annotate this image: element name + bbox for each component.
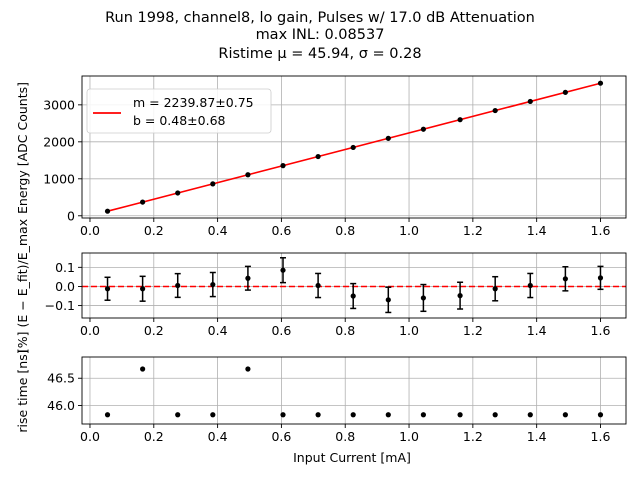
y-tick-label: 46.5 xyxy=(47,371,75,386)
axes-frame xyxy=(81,356,627,425)
risetime-ylabel: rise time [ns] xyxy=(15,349,30,432)
data-point xyxy=(140,286,146,292)
x-tick-label: 1.2 xyxy=(463,223,483,238)
y-tick-label: 1000 xyxy=(43,171,75,186)
data-point xyxy=(315,282,321,289)
x-tick-label: 0.2 xyxy=(144,223,164,238)
data-point xyxy=(175,282,181,289)
x-tick-label: 1.4 xyxy=(527,323,547,338)
x-tick-label: 0.6 xyxy=(271,429,291,444)
legend: m = 2239.87±0.75 b = 0.48±0.68 xyxy=(86,88,272,134)
data-point xyxy=(210,281,216,288)
data-point xyxy=(420,126,426,132)
data-point xyxy=(527,98,533,105)
x-tick-label: 1.4 xyxy=(527,429,547,444)
data-point xyxy=(385,412,391,418)
x-tick-label: 0.4 xyxy=(208,429,228,444)
data-point xyxy=(175,412,181,418)
data-point xyxy=(315,153,321,160)
data-point xyxy=(420,412,426,418)
data-point xyxy=(280,267,286,273)
x-tick-label: 1.6 xyxy=(591,323,611,338)
data-point xyxy=(492,412,498,418)
x-tick-label: 0.8 xyxy=(335,429,355,444)
data-point xyxy=(597,80,604,86)
legend-entry-slope: m = 2239.87±0.75 xyxy=(133,95,254,110)
data-point xyxy=(140,366,146,372)
data-point xyxy=(420,295,426,301)
data-point xyxy=(350,144,356,151)
data-point xyxy=(104,208,111,214)
data-point xyxy=(280,412,286,418)
y-tick-label: 0.0 xyxy=(55,279,75,294)
data-point xyxy=(457,117,463,123)
data-point xyxy=(385,297,391,303)
x-tick-label: 1.6 xyxy=(591,429,611,444)
data-point xyxy=(350,293,356,299)
x-tick-label: 0.8 xyxy=(335,223,355,238)
legend-entry-intercept: b = 0.48±0.68 xyxy=(133,113,226,128)
data-point xyxy=(210,181,216,187)
axes-frame xyxy=(81,75,627,219)
x-tick-label: 1.0 xyxy=(399,429,419,444)
x-tick-label: 1.4 xyxy=(527,223,547,238)
data-point xyxy=(527,412,533,418)
data-point xyxy=(527,282,533,289)
data-point xyxy=(562,412,568,418)
risetime-panel: 0.0 0.2 0.4 0.6 0.8 1.0 1.2 1.4 1.6 46.0 46.5 xyxy=(47,356,627,444)
x-tick-label: 1.6 xyxy=(591,223,611,238)
data-point xyxy=(245,366,251,372)
data-point xyxy=(210,412,216,418)
y-tick-label: −0.1 xyxy=(45,298,75,313)
data-point xyxy=(457,412,463,418)
data-point xyxy=(457,293,463,299)
x-tick-label: 0.4 xyxy=(208,323,228,338)
chart-title-line2: max INL: 0.08537 xyxy=(256,27,385,43)
x-tick-label: 0.2 xyxy=(144,323,164,338)
energy-ylabel: Energy [ADC Counts] xyxy=(15,82,30,214)
y-tick-label: 46.0 xyxy=(47,398,75,413)
inl-ylabel: [%] (E − E_fit)/E_max xyxy=(15,219,30,353)
y-tick-label: 0.1 xyxy=(55,260,75,275)
x-tick-label: 0.8 xyxy=(335,323,355,338)
data-point xyxy=(597,412,604,418)
x-tick-label: 0.0 xyxy=(80,323,100,338)
x-tick-label: 0.2 xyxy=(144,429,164,444)
data-point xyxy=(245,172,251,178)
data-point xyxy=(245,275,251,281)
x-tick-label: 1.0 xyxy=(399,223,419,238)
data-point xyxy=(140,199,146,205)
x-tick-label: 0.0 xyxy=(80,429,100,444)
data-point xyxy=(385,135,391,141)
x-tick-label: 0.6 xyxy=(271,223,291,238)
data-point xyxy=(562,276,568,282)
axes-frame xyxy=(81,252,627,319)
data-point xyxy=(562,89,568,95)
y-tick-label: 0 xyxy=(67,208,75,223)
x-tick-label: 0.0 xyxy=(80,223,100,238)
inl-panel: 0.0 0.2 0.4 0.6 0.8 1.0 1.2 1.4 1.6 −0.1 0.0 0.1 xyxy=(45,252,627,338)
data-point xyxy=(104,412,111,418)
chart-title-line3: Ristime μ = 45.94, σ = 0.28 xyxy=(218,46,421,62)
x-tick-label: 0.6 xyxy=(271,323,291,338)
x-tick-label: 0.4 xyxy=(208,223,228,238)
data-point xyxy=(492,286,498,292)
x-tick-label: 1.2 xyxy=(463,323,483,338)
data-point xyxy=(104,286,111,292)
data-point xyxy=(280,163,286,169)
data-point xyxy=(597,275,604,281)
data-point xyxy=(175,190,181,196)
data-point xyxy=(315,412,321,418)
x-axis-label: Input Current [mA] xyxy=(293,450,411,465)
y-tick-label: 3000 xyxy=(43,97,75,112)
legend-box xyxy=(86,88,272,134)
data-point xyxy=(350,412,356,418)
y-tick-label: 2000 xyxy=(43,134,75,149)
chart-title-line1: Run 1998, channel8, lo gain, Pulses w/ 1… xyxy=(105,10,535,26)
energy-panel: 0.0 0.2 0.4 0.6 0.8 1.0 1.2 1.4 1.6 0 1000 2000 3000 xyxy=(43,75,627,238)
x-tick-label: 1.0 xyxy=(399,323,419,338)
data-point xyxy=(492,107,498,114)
x-tick-label: 1.2 xyxy=(463,429,483,444)
